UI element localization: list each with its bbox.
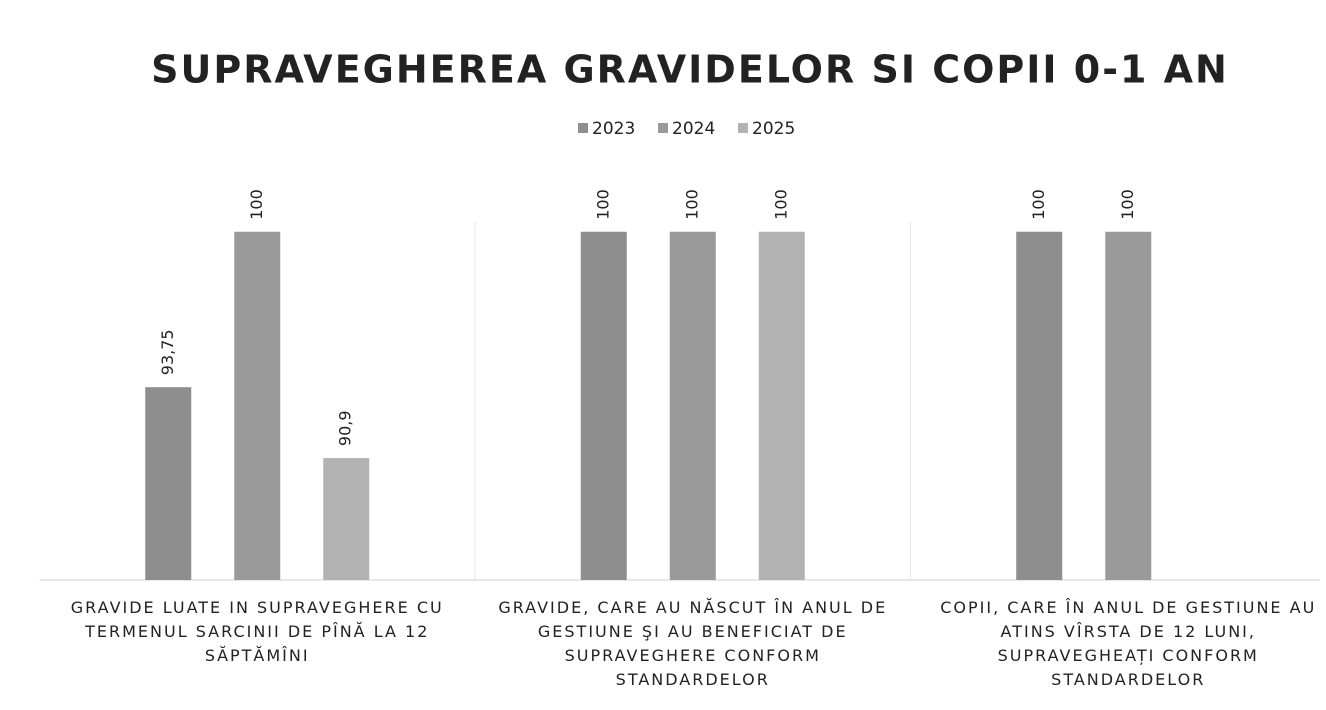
- data-label: 100: [1118, 189, 1137, 220]
- data-label: 100: [1029, 189, 1048, 220]
- legend-label: 2023: [592, 119, 635, 139]
- x-tick-label: COPII, CARE ÎN ANUL DE GESTIUNE AU ATINS…: [940, 598, 1317, 689]
- data-label: 93,75: [158, 329, 177, 375]
- legend-label: 2024: [672, 119, 715, 139]
- bar: [1105, 231, 1152, 580]
- chart-title: SUPRAVEGHEREA GRAVIDELOR SI COPII 0-1 AN: [151, 48, 1229, 92]
- legend-swatch: [578, 123, 588, 133]
- bar: [323, 458, 370, 580]
- bar: [1016, 231, 1063, 580]
- x-tick-label: GRAVIDE LUATE IN SUPRAVEGHERE CU TERMENU…: [70, 598, 444, 665]
- data-label: 100: [247, 189, 266, 220]
- bar: [758, 231, 805, 580]
- bar: [234, 231, 281, 580]
- data-label: 100: [593, 189, 612, 220]
- bar: [580, 231, 627, 580]
- data-label: 100: [682, 189, 701, 220]
- legend-label: 2025: [752, 119, 795, 139]
- data-label: 100: [771, 189, 790, 220]
- x-tick-label: GRAVIDE, CARE AU NĂSCUT ÎN ANUL DE GESTI…: [498, 598, 888, 689]
- bar: [145, 387, 192, 580]
- bar: [669, 231, 716, 580]
- legend-swatch: [658, 123, 668, 133]
- legend-swatch: [738, 123, 748, 133]
- data-label: 90,9: [336, 410, 355, 446]
